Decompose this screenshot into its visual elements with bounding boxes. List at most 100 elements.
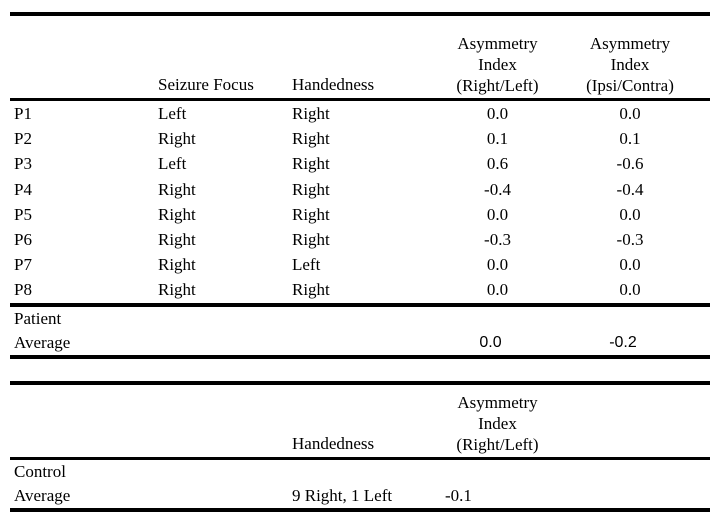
cell-patient-id: P8 (14, 280, 32, 300)
column-header-handedness: Handedness (292, 75, 375, 94)
table-row: P4 Right Right -0.4 -0.4 (10, 177, 710, 202)
empty-cell (292, 331, 445, 355)
cell-seizure-focus: Right (158, 229, 196, 249)
empty-cell (550, 460, 710, 484)
empty-cell (550, 385, 710, 457)
column-header-seizure-focus: Seizure Focus (158, 75, 254, 94)
empty-cell (158, 484, 292, 508)
table-row: P5 Right Right 0.0 0.0 (10, 202, 710, 227)
cell-patient-id: P5 (14, 204, 32, 224)
control-average-row-line2: Average 9 Right, 1 Left -0.1 (10, 484, 710, 508)
cell-handedness: Right (292, 280, 330, 300)
cell-seizure-focus: Left (158, 154, 187, 174)
header-line: (Ipsi/Contra) (586, 76, 674, 95)
summary-label: Average (14, 332, 71, 352)
table-row: P7 Right Left 0.0 0.0 (10, 252, 710, 277)
cell-ai-right-left: 0.0 (486, 204, 509, 224)
cell-ai-ipsi-contra-average: -0.2 (609, 333, 637, 351)
cell-handedness: Right (292, 104, 330, 123)
cell-patient-id: P3 (14, 154, 32, 174)
cell-ai-ipsi-contra: -0.3 (616, 229, 644, 249)
summary-label: Control (14, 462, 66, 481)
summary-label: Patient (14, 308, 62, 328)
table-row: P3 Left Right 0.6 -0.6 (10, 151, 710, 176)
patient-average-row-line2: Average 0.0 -0.2 (10, 331, 710, 355)
cell-ai-right-left-average: 0.0 (479, 333, 502, 351)
cell-seizure-focus: Right (158, 179, 196, 199)
cell-ai-ipsi-contra: 0.0 (619, 280, 641, 300)
controls-header-row: Handedness Asymmetry Index (Right/Left) (10, 385, 710, 457)
patients-table-bottom-rule (10, 354, 710, 359)
cell-seizure-focus: Right (158, 255, 196, 275)
cell-seizure-focus: Right (158, 129, 196, 149)
controls-header-rule (10, 457, 710, 460)
cell-handedness: Right (292, 229, 330, 249)
patients-header-rule (10, 98, 710, 101)
header-line: Index (478, 414, 517, 433)
empty-cell (158, 385, 292, 457)
empty-cell (158, 307, 292, 331)
cell-seizure-focus: Right (158, 204, 196, 224)
cell-ai-ipsi-contra: -0.6 (616, 154, 644, 174)
column-header-asymmetry-right-left: Asymmetry Index (Right/Left) (445, 392, 550, 457)
empty-cell (445, 307, 550, 331)
cell-handedness: Right (292, 154, 330, 174)
control-average-row-line1: Control (10, 460, 710, 484)
header-line: Asymmetry (589, 34, 671, 53)
cell-ai-ipsi-contra: 0.0 (619, 255, 641, 275)
cell-seizure-focus: Left (158, 104, 187, 123)
cell-ai-ipsi-contra: 0.0 (619, 104, 641, 123)
controls-table-top-rule (10, 381, 710, 385)
cell-ai-ipsi-contra: 0.0 (619, 204, 641, 224)
empty-cell (158, 331, 292, 355)
cell-patient-id: P2 (14, 129, 32, 149)
header-line: (Right/Left) (456, 76, 539, 95)
cell-ai-ipsi-contra: -0.4 (616, 179, 644, 199)
cell-patient-id: P1 (14, 104, 32, 123)
cell-ai-right-left: 0.1 (486, 129, 509, 149)
cell-ai-right-left: 0.0 (486, 104, 509, 123)
header-line: Index (610, 55, 650, 74)
cell-ai-right-left-average: -0.1 (445, 486, 472, 505)
empty-cell (550, 484, 710, 508)
cell-handedness: Right (292, 129, 330, 149)
cell-seizure-focus: Right (158, 280, 196, 300)
header-line: Asymmetry (457, 393, 538, 412)
header-line: Index (478, 55, 517, 74)
header-empty (10, 95, 158, 98)
header-line: (Right/Left) (456, 435, 539, 454)
cell-ai-right-left: -0.3 (484, 229, 511, 249)
empty-cell (445, 460, 550, 484)
cell-patient-id: P4 (14, 179, 32, 199)
controls-table-bottom-rule (10, 508, 710, 512)
header-line: Asymmetry (457, 34, 538, 53)
empty-cell (550, 307, 710, 331)
cell-patient-id: P6 (14, 229, 32, 249)
cell-ai-right-left: 0.0 (486, 255, 509, 275)
cell-ai-ipsi-contra: 0.1 (619, 129, 641, 149)
cell-handedness-average: 9 Right, 1 Left (292, 486, 393, 505)
patients-summary-rule (10, 302, 710, 307)
cell-ai-right-left: 0.0 (486, 280, 509, 300)
cell-patient-id: P7 (14, 255, 32, 275)
table-row: P1 Left Right 0.0 0.0 (10, 101, 710, 126)
patients-table: Seizure Focus Handedness Asymmetry Index… (10, 12, 710, 359)
controls-table: Handedness Asymmetry Index (Right/Left) … (10, 381, 710, 512)
table-row: P8 Right Right 0.0 0.0 (10, 277, 710, 302)
patients-header-row: Seizure Focus Handedness Asymmetry Index… (10, 16, 710, 98)
cell-handedness: Right (292, 204, 330, 224)
cell-ai-right-left: -0.4 (484, 179, 511, 199)
column-header-asymmetry-right-left: Asymmetry Index (Right/Left) (445, 33, 550, 98)
empty-cell (292, 307, 445, 331)
table-row: P6 Right Right -0.3 -0.3 (10, 227, 710, 252)
cell-handedness: Left (292, 255, 321, 275)
table-row: P2 Right Right 0.1 0.1 (10, 126, 710, 151)
column-header-handedness: Handedness (292, 434, 375, 453)
summary-label: Average (14, 486, 71, 505)
cell-handedness: Right (292, 179, 330, 199)
patients-table-top-rule (10, 12, 710, 16)
empty-cell (158, 460, 292, 484)
patient-average-row-line1: Patient (10, 307, 710, 331)
empty-cell (292, 460, 445, 484)
